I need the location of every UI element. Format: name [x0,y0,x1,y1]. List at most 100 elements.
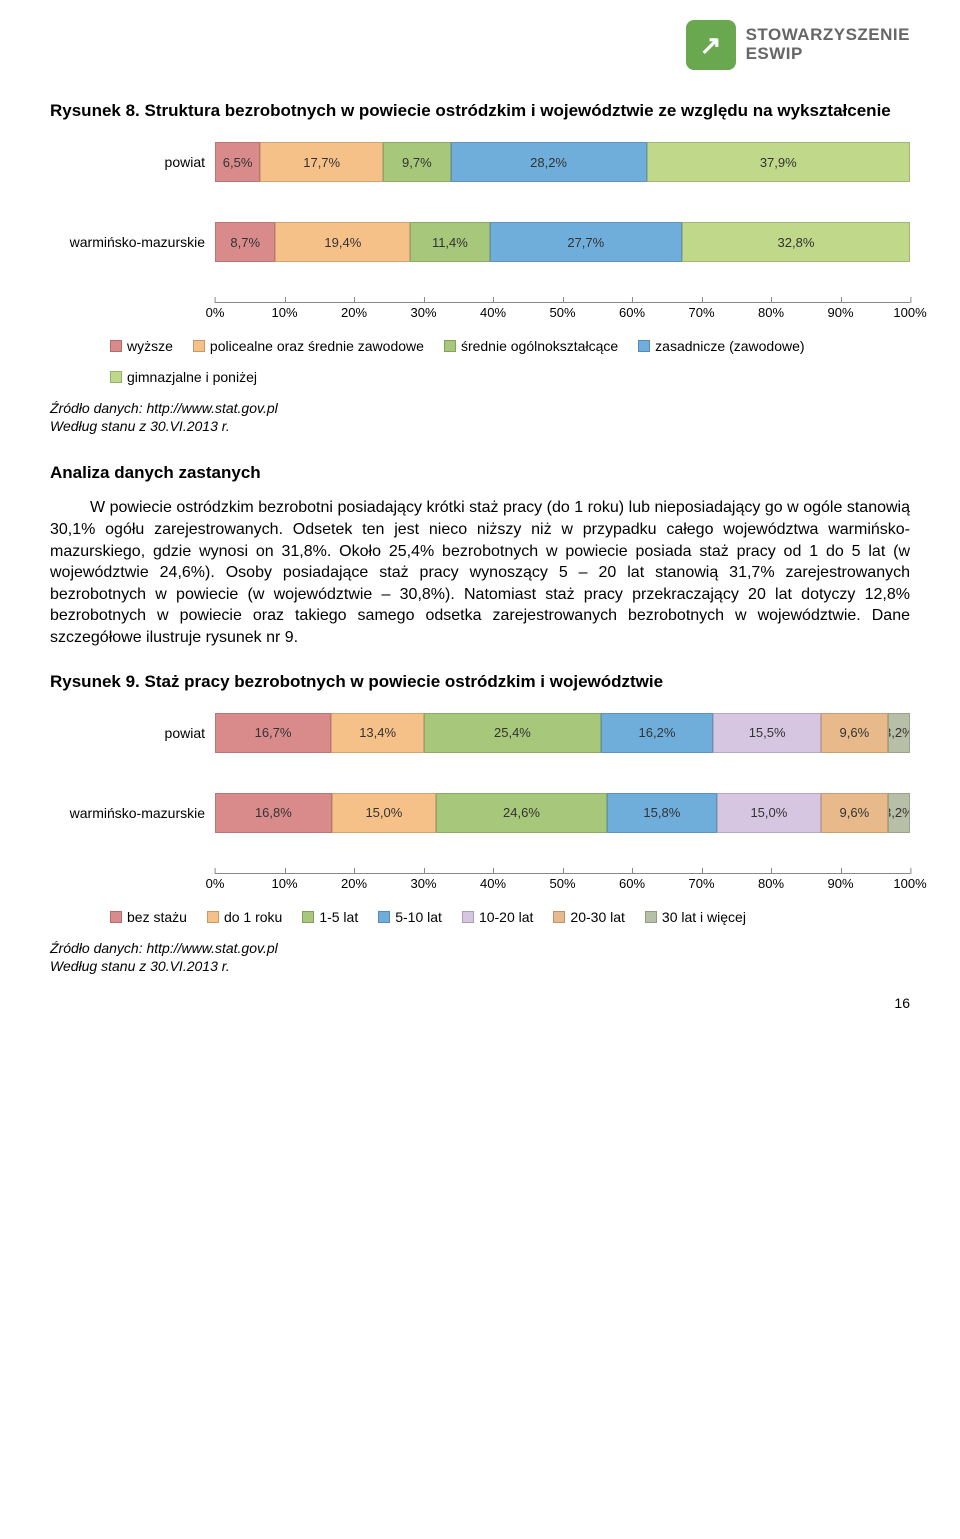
axis-tick: 100% [893,299,926,320]
x-axis: 0%10%20%30%40%50%60%70%80%90%100% [215,873,910,901]
legend-label: do 1 roku [224,909,282,925]
figure9-chart: powiat16,7%13,4%25,4%16,2%15,5%9,6%3,2%w… [50,713,910,925]
bar-segment: 37,9% [647,142,910,182]
source-line: Według stanu z 30.VI.2013 r. [50,417,910,435]
legend-swatch [110,371,122,383]
bar-segment: 32,8% [682,222,910,262]
axis-tick: 0% [206,299,225,320]
bar-track: 8,7%19,4%11,4%27,7%32,8% [215,222,910,262]
legend-item: 20-30 lat [553,909,624,925]
row-label: powiat [50,725,215,741]
figure8-title: Rysunek 8. Struktura bezrobotnych w powi… [50,100,910,122]
axis-tick: 80% [758,299,784,320]
bar-segment: 8,7% [215,222,275,262]
figure9-source: Źródło danych: http://www.stat.gov.pl We… [50,939,910,975]
logo-text: STOWARZYSZENIE ESWIP [746,26,910,63]
legend-label: 30 lat i więcej [662,909,746,925]
bar-segment: 15,8% [607,793,717,833]
chart-row: powiat16,7%13,4%25,4%16,2%15,5%9,6%3,2% [50,713,910,753]
axis-tick: 40% [480,299,506,320]
legend-swatch [638,340,650,352]
legend-item: 30 lat i więcej [645,909,746,925]
source-line: Według stanu z 30.VI.2013 r. [50,957,910,975]
bar-track: 6,5%17,7%9,7%28,2%37,9% [215,142,910,182]
legend-swatch [207,911,219,923]
page-number: 16 [50,995,910,1011]
legend-swatch [378,911,390,923]
bar-segment: 25,4% [424,713,601,753]
legend-swatch [444,340,456,352]
axis-tick: 60% [619,299,645,320]
bar-segment: 17,7% [260,142,383,182]
legend-item: średnie ogólnokształcące [444,338,618,354]
bar-segment: 15,5% [713,713,821,753]
bar-segment: 3,2% [888,713,910,753]
logo-icon [686,20,736,70]
legend-swatch [462,911,474,923]
axis-tick: 30% [410,870,436,891]
legend-label: 10-20 lat [479,909,533,925]
legend-label: zasadnicze (zawodowe) [655,338,804,354]
source-line: Źródło danych: http://www.stat.gov.pl [50,939,910,957]
bar-segment: 28,2% [451,142,647,182]
legend-swatch [110,340,122,352]
chart-legend: wyższe policealne oraz średnie zawodowe śr… [110,338,910,385]
bar-segment: 24,6% [436,793,607,833]
figure8-source: Źródło danych: http://www.stat.gov.pl We… [50,399,910,435]
axis-tick: 50% [549,870,575,891]
legend-swatch [645,911,657,923]
bar-segment: 16,2% [601,713,714,753]
axis-tick: 10% [271,870,297,891]
legend-item: 1-5 lat [302,909,358,925]
legend-item: wyższe [110,338,173,354]
logo-line1: STOWARZYSZENIE [746,26,910,45]
bar-track: 16,7%13,4%25,4%16,2%15,5%9,6%3,2% [215,713,910,753]
legend-label: policealne oraz średnie zawodowe [210,338,424,354]
x-axis: 0%10%20%30%40%50%60%70%80%90%100% [215,302,910,330]
bar-segment: 19,4% [275,222,410,262]
header-logo: STOWARZYSZENIE ESWIP [50,20,910,70]
legend-item: policealne oraz średnie zawodowe [193,338,424,354]
axis-tick: 50% [549,299,575,320]
figure9-title: Rysunek 9. Staż pracy bezrobotnych w pow… [50,671,910,693]
bar-segment: 15,0% [717,793,821,833]
analysis-body-text: W powiecie ostródzkim bezrobotni posiada… [50,499,910,646]
bar-segment: 3,2% [888,793,910,833]
axis-tick: 90% [827,870,853,891]
axis-tick: 100% [893,870,926,891]
legend-label: średnie ogólnokształcące [461,338,618,354]
legend-label: gimnazjalne i poniżej [127,369,257,385]
legend-item: zasadnicze (zawodowe) [638,338,804,354]
row-label: warmińsko-mazurskie [50,234,215,250]
bar-segment: 15,0% [332,793,436,833]
legend-label: bez stażu [127,909,187,925]
axis-tick: 90% [827,299,853,320]
bar-segment: 9,6% [821,793,888,833]
legend-swatch [302,911,314,923]
bar-segment: 9,7% [383,142,450,182]
bar-segment: 6,5% [215,142,260,182]
legend-item: do 1 roku [207,909,282,925]
bar-segment: 16,8% [215,793,332,833]
figure8-chart: powiat6,5%17,7%9,7%28,2%37,9%warmińsko-m… [50,142,910,385]
bar-track: 16,8%15,0%24,6%15,8%15,0%9,6%3,2% [215,793,910,833]
axis-tick: 0% [206,870,225,891]
chart-legend: bez stażu do 1 roku 1-5 lat 5-10 lat 10-20 l… [110,909,910,925]
logo-line2: ESWIP [746,45,910,64]
axis-tick: 60% [619,870,645,891]
axis-tick: 10% [271,299,297,320]
chart-row: warmińsko-mazurskie8,7%19,4%11,4%27,7%32… [50,222,910,262]
axis-tick: 70% [688,870,714,891]
legend-label: wyższe [127,338,173,354]
legend-item: 5-10 lat [378,909,442,925]
legend-item: gimnazjalne i poniżej [110,369,257,385]
source-line: Źródło danych: http://www.stat.gov.pl [50,399,910,417]
axis-tick: 70% [688,299,714,320]
legend-label: 5-10 lat [395,909,442,925]
analysis-heading: Analiza danych zastanych [50,463,910,483]
axis-tick: 30% [410,299,436,320]
bar-segment: 11,4% [410,222,489,262]
legend-swatch [193,340,205,352]
bar-segment: 27,7% [490,222,683,262]
axis-tick: 40% [480,870,506,891]
